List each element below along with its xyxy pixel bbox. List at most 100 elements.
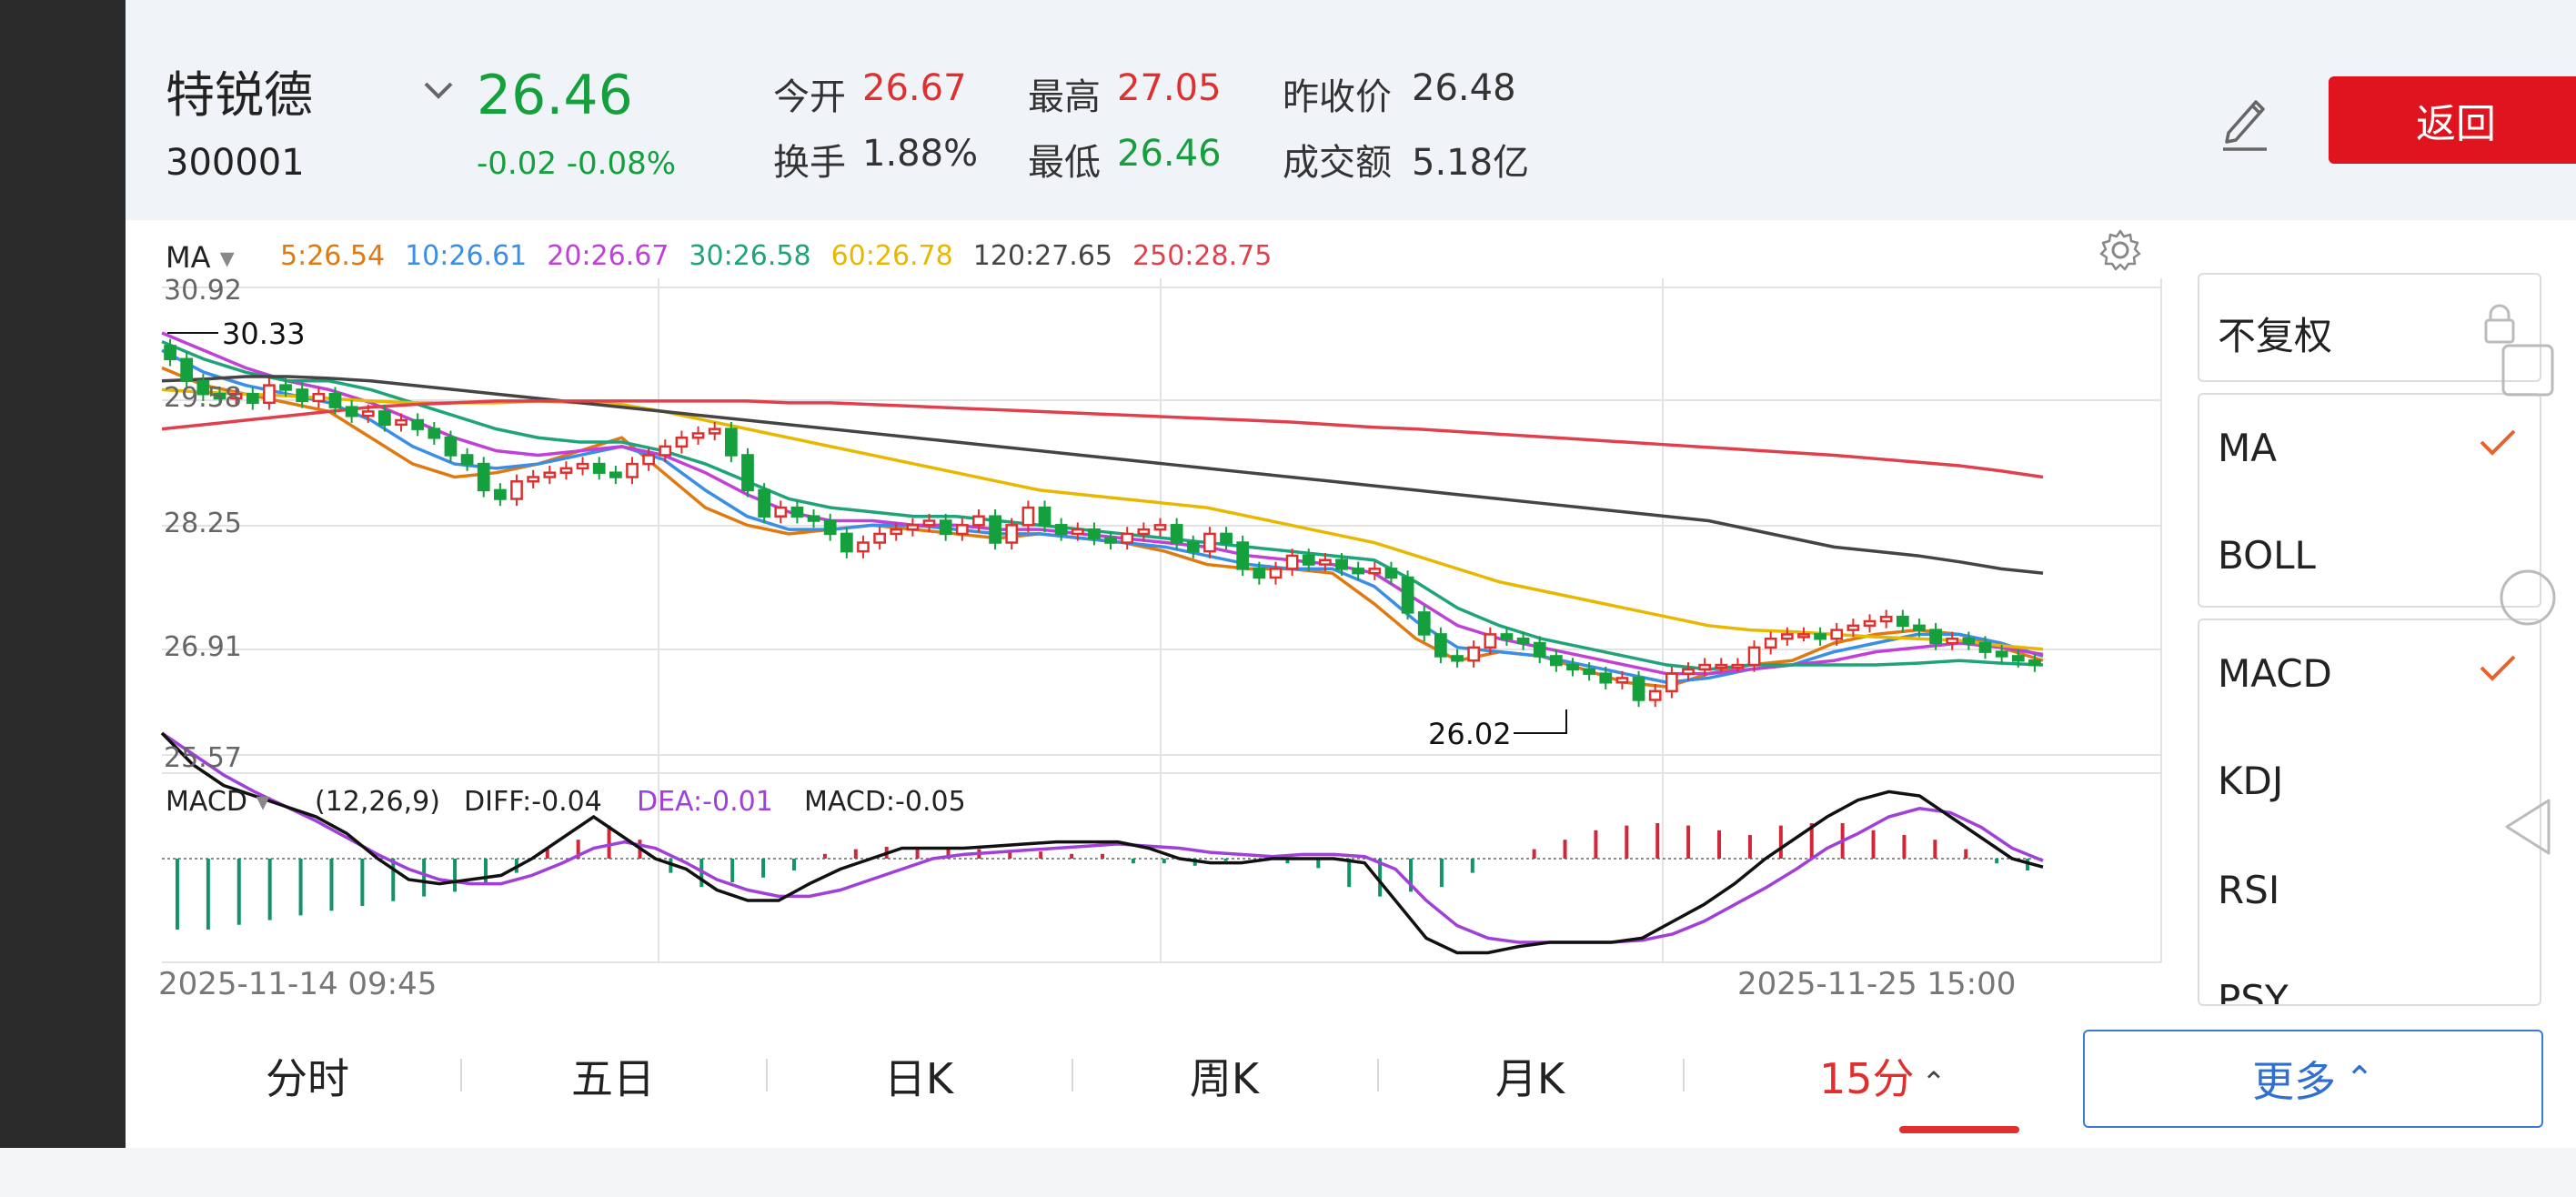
candle-body bbox=[1500, 633, 1514, 640]
candle-body bbox=[626, 462, 639, 478]
candle-body bbox=[1599, 672, 1613, 684]
candle-body bbox=[724, 428, 738, 457]
pencil-icon[interactable] bbox=[2216, 87, 2274, 153]
open-label: 今开 bbox=[773, 76, 846, 118]
dea-line bbox=[161, 731, 2044, 944]
recent-apps-icon[interactable] bbox=[2500, 342, 2556, 398]
indicator-rsi[interactable]: RSI bbox=[2218, 868, 2280, 912]
macd-value: MACD:-0.05 bbox=[804, 786, 966, 818]
candle-body bbox=[890, 528, 903, 536]
return-button[interactable]: 返回 bbox=[2329, 76, 2576, 164]
macd-label: MACD bbox=[166, 786, 247, 818]
candle-body bbox=[1879, 615, 1893, 623]
candle-body bbox=[1814, 633, 1826, 640]
candle-body bbox=[592, 462, 606, 474]
stock-name[interactable]: 特锐德 bbox=[166, 66, 313, 124]
diff-line bbox=[160, 731, 2044, 955]
candle-body bbox=[543, 471, 557, 478]
candle-body bbox=[1253, 568, 1266, 579]
indicator-kdj[interactable]: KDJ bbox=[2218, 759, 2284, 803]
candle-body bbox=[873, 532, 886, 544]
bottom-strip bbox=[0, 1148, 2576, 1197]
more-label: 更多 bbox=[2252, 1057, 2337, 1106]
price-axis-label: 25.57 bbox=[164, 742, 242, 774]
ma-value-3: 30:26.58 bbox=[689, 240, 811, 272]
main-indicator-list: MA BOLL bbox=[2198, 393, 2541, 608]
candle-body bbox=[1566, 663, 1579, 671]
candle-body bbox=[1302, 554, 1315, 566]
quote-header bbox=[126, 0, 2576, 220]
candle-body bbox=[1913, 624, 1926, 631]
candle-body bbox=[906, 524, 920, 531]
ma-value-0: 5:26.54 bbox=[280, 240, 386, 272]
indicator-ma[interactable]: MA bbox=[2218, 426, 2277, 470]
tab-15min-label: 15分 bbox=[1819, 1054, 1915, 1103]
rights-selector[interactable]: 不复权 bbox=[2198, 273, 2541, 382]
tab-intraday[interactable]: 分时 bbox=[266, 1054, 349, 1103]
indicator-boll[interactable]: BOLL bbox=[2218, 533, 2316, 578]
indicator-macd[interactable]: MACD bbox=[2218, 651, 2332, 696]
candle-body bbox=[708, 428, 721, 435]
candle-body bbox=[1978, 641, 1992, 653]
candle-body bbox=[460, 454, 474, 466]
candle-body bbox=[1665, 672, 1678, 693]
check-icon bbox=[2480, 655, 2516, 681]
tab-separator bbox=[1072, 1059, 1073, 1091]
candle-body bbox=[559, 467, 573, 474]
prev-close-label: 昨收价 bbox=[1283, 76, 1392, 118]
candles bbox=[164, 338, 2041, 708]
gear-icon[interactable] bbox=[2098, 227, 2143, 273]
candle-body bbox=[609, 471, 622, 478]
price-axis-label: 30.92 bbox=[164, 275, 242, 307]
ma-lines bbox=[161, 331, 2044, 689]
candle-body bbox=[180, 357, 194, 383]
candle-body bbox=[576, 462, 589, 470]
check-icon bbox=[2480, 429, 2516, 456]
more-button[interactable]: 更多 ⌃ bbox=[2083, 1030, 2543, 1128]
candle-body bbox=[1121, 532, 1134, 544]
caret-down-icon: ▾ bbox=[219, 240, 235, 275]
price-change: -0.02 -0.08% bbox=[477, 146, 677, 182]
candle-body bbox=[1285, 554, 1299, 570]
candle-body bbox=[1186, 541, 1200, 553]
candle-body bbox=[1153, 524, 1167, 531]
tab-15min[interactable]: 15分 ⌃ bbox=[1819, 1046, 2010, 1106]
candle-body bbox=[1516, 637, 1530, 645]
candle-body bbox=[477, 462, 490, 492]
candle-body bbox=[1236, 541, 1250, 570]
chevron-down-icon[interactable] bbox=[420, 73, 457, 109]
candle-body bbox=[1896, 615, 1909, 628]
ma-line-250 bbox=[161, 399, 2044, 479]
indicator-psy[interactable]: PSY bbox=[2218, 977, 2289, 1006]
macd-indicator-label[interactable]: MACD ▾ bbox=[166, 786, 270, 818]
lock-icon bbox=[2484, 304, 2515, 344]
chevron-up-icon: ⌃ bbox=[1921, 1064, 1947, 1100]
candle-body bbox=[1021, 506, 1035, 527]
candle-body bbox=[989, 515, 1001, 544]
tab-weekly[interactable]: 周K bbox=[1189, 1054, 1260, 1103]
ma-indicator-label[interactable]: MA ▾ bbox=[166, 240, 235, 275]
max-price-marker: 30.33 bbox=[222, 317, 306, 351]
tab-daily[interactable]: 日K bbox=[883, 1054, 954, 1103]
tab-five-day[interactable]: 五日 bbox=[571, 1054, 655, 1103]
min-marker-line bbox=[1514, 709, 1567, 734]
candle-body bbox=[1682, 668, 1695, 675]
candle-body bbox=[1038, 506, 1052, 527]
kline-chart[interactable] bbox=[0, 0, 2163, 1001]
macd-diff: DIFF:-0.04 bbox=[464, 786, 602, 818]
candle-body bbox=[1335, 558, 1348, 570]
candle-body bbox=[1995, 650, 2008, 658]
stock-code: 300001 bbox=[166, 142, 305, 184]
candle-body bbox=[1648, 689, 1662, 701]
candle-body bbox=[164, 345, 176, 361]
candle-body bbox=[857, 541, 870, 553]
tab-monthly[interactable]: 月K bbox=[1494, 1054, 1565, 1103]
home-icon[interactable] bbox=[2498, 568, 2558, 628]
caret-down-icon: ▾ bbox=[256, 786, 270, 818]
current-price: 26.46 bbox=[477, 64, 633, 127]
amount-label: 成交额 bbox=[1283, 142, 1392, 184]
back-icon[interactable] bbox=[2500, 795, 2556, 859]
candle-body bbox=[1054, 524, 1068, 536]
candle-body bbox=[296, 388, 309, 403]
candle-body bbox=[196, 379, 210, 396]
